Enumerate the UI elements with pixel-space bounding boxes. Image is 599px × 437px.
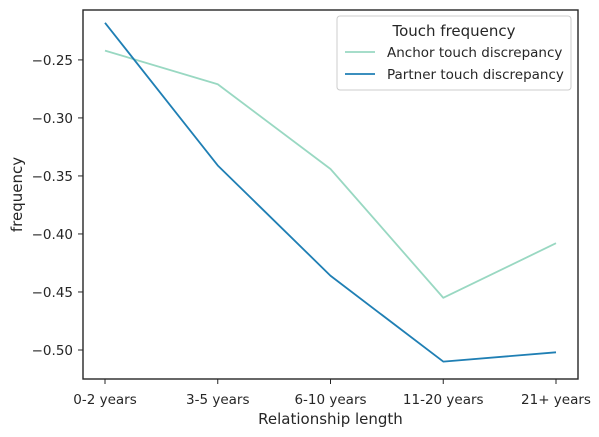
y-tick-label: −0.40 <box>32 227 73 243</box>
legend-label-0: Anchor touch discrepancy <box>387 45 562 61</box>
legend-title: Touch frequency <box>391 22 515 40</box>
legend: Touch frequency Anchor touch discrepancy… <box>336 15 572 91</box>
x-tick-label: 3-5 years <box>186 392 250 408</box>
y-tick-label: −0.25 <box>32 53 73 69</box>
legend-label-1: Partner touch discrepancy <box>387 67 564 83</box>
x-tick-label: 0-2 years <box>73 392 137 408</box>
x-tick-label: 6-10 years <box>294 392 366 408</box>
y-axis-ticks: −0.25 −0.30 −0.35 −0.40 −0.45 −0.50 <box>32 53 83 359</box>
x-tick-label: 11-20 years <box>403 392 484 408</box>
x-axis-ticks: 0-2 years 3-5 years 6-10 years 11-20 years 2… <box>73 379 591 408</box>
series-lines <box>104 22 557 363</box>
x-axis-label: Relationship length <box>258 410 403 428</box>
y-axis-label: frequency <box>8 157 26 232</box>
y-tick-label: −0.45 <box>32 285 73 301</box>
series-line-0 <box>104 49 557 299</box>
y-tick-label: −0.35 <box>32 169 73 185</box>
legend-box <box>336 15 572 91</box>
legend-items: Anchor touch discrepancy Partner touch di… <box>345 45 564 83</box>
y-tick-label: −0.30 <box>32 111 73 127</box>
series-line-1 <box>104 22 557 363</box>
x-tick-label: 21+ years <box>521 392 591 408</box>
y-tick-label: −0.50 <box>32 343 73 359</box>
